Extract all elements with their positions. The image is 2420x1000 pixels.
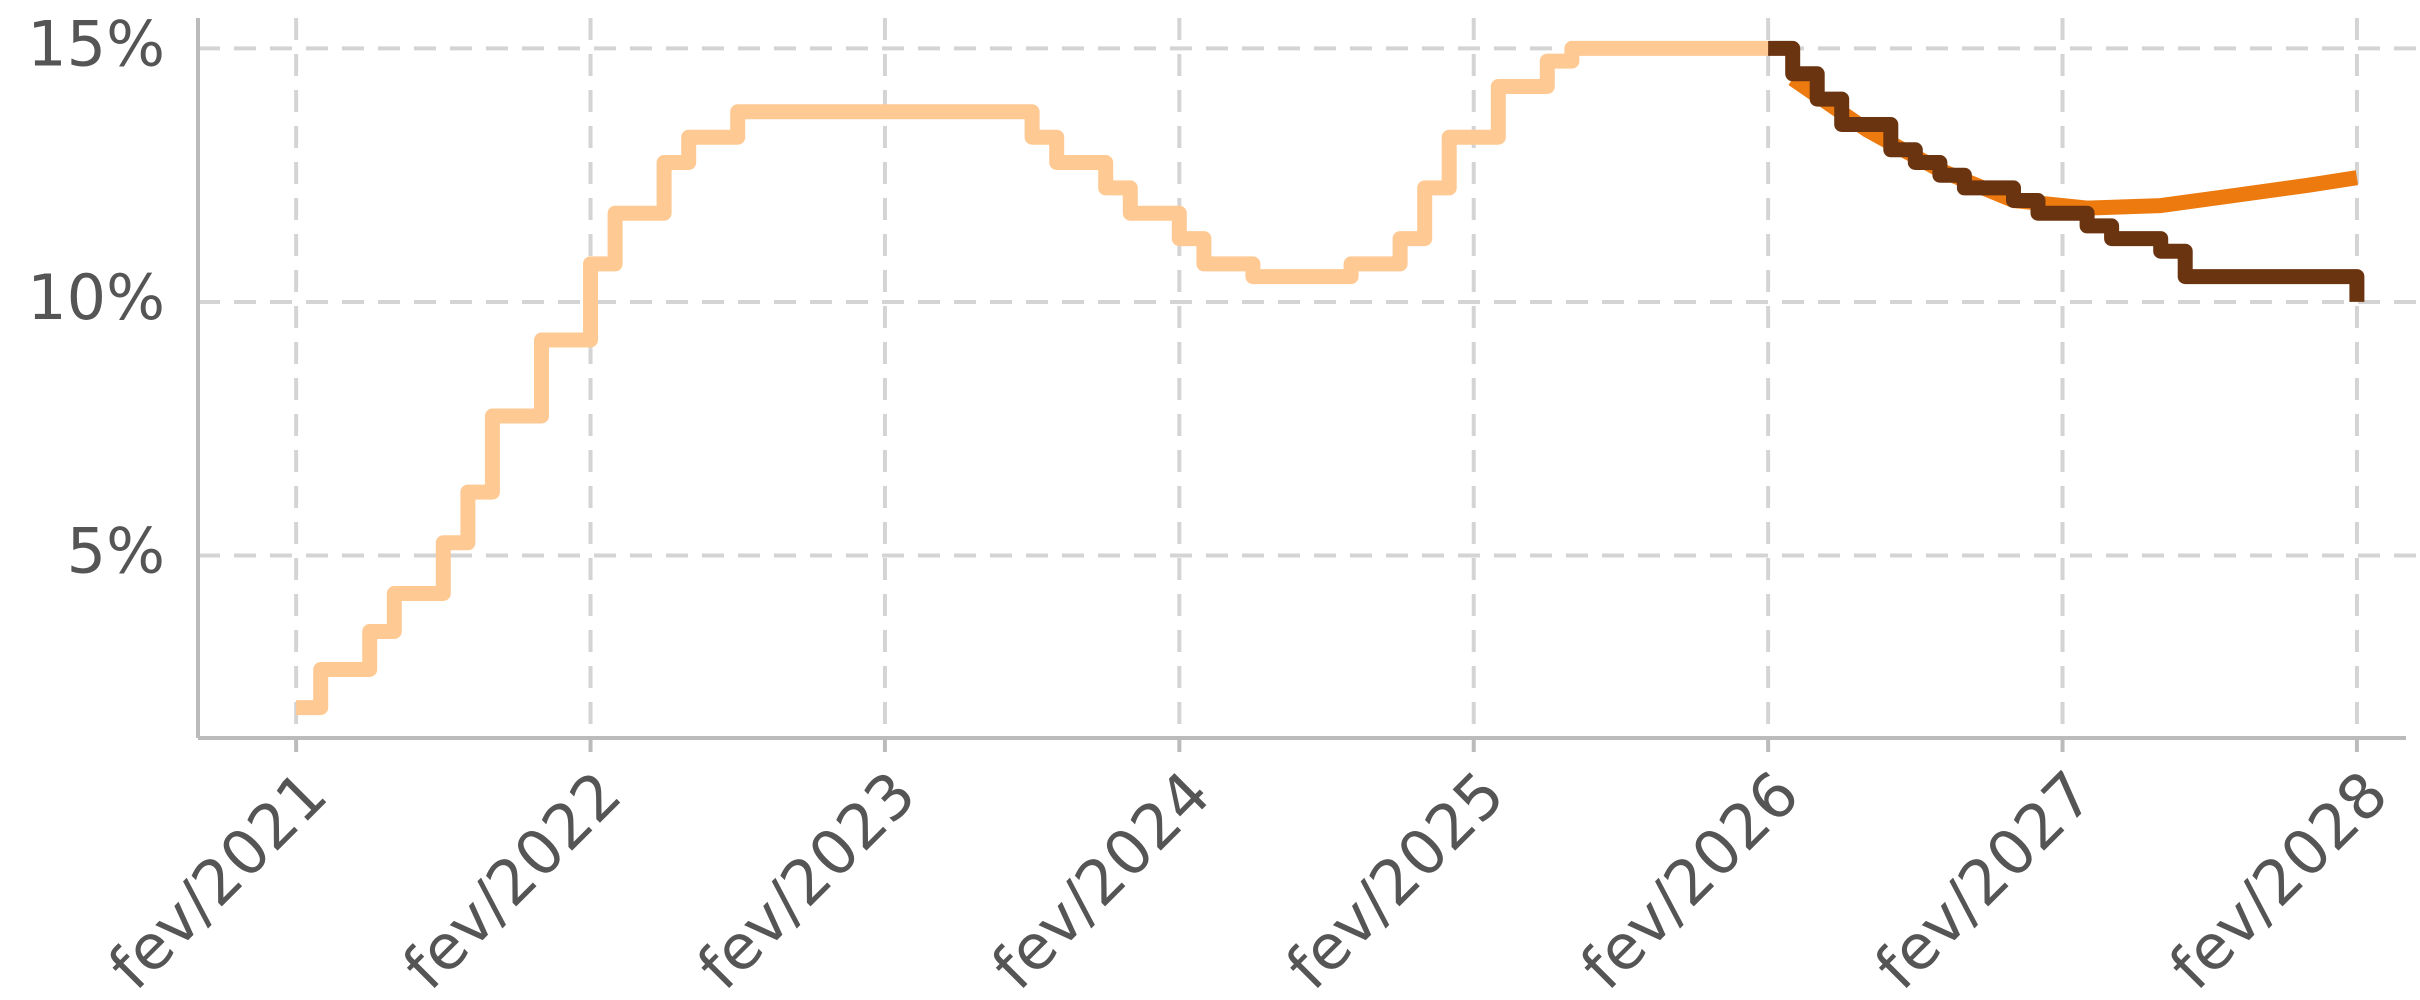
y-tick-label: 5% [67,515,165,588]
series-line [1788,72,2359,216]
y-tick-label: 10% [27,261,165,334]
x-tick-label: fev/2027 [1861,757,2107,1000]
x-tick-label: fev/2025 [1272,757,1518,1000]
x-tick-label: fev/2023 [683,757,929,1000]
x-tick-label: fev/2028 [2155,757,2401,1000]
series-line [296,40,1769,716]
y-tick-label: 15% [27,8,165,81]
x-tick-label: fev/2026 [1567,757,1813,1000]
x-tick-label: fev/2024 [978,757,1224,1000]
x-tick-label: fev/2022 [389,757,635,1000]
series-line [1768,40,2365,302]
x-tick-label: fev/2021 [95,757,341,1000]
